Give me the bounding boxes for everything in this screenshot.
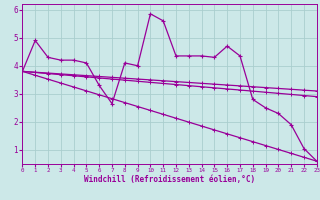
X-axis label: Windchill (Refroidissement éolien,°C): Windchill (Refroidissement éolien,°C) [84, 175, 255, 184]
